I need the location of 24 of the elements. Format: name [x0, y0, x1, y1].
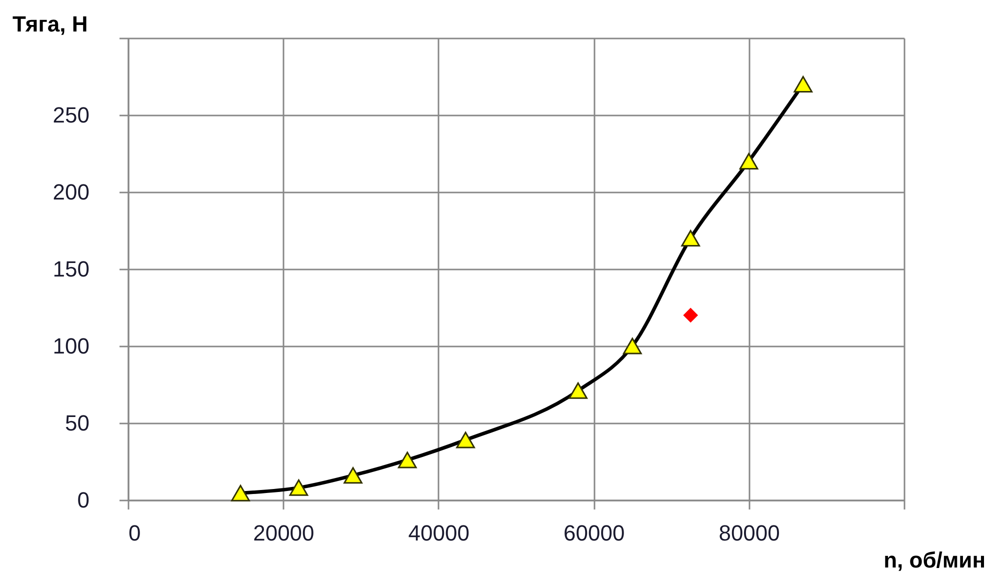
x-tick-label: 0 [128, 520, 141, 546]
x-axis-title: n, об/мин [884, 548, 986, 572]
point [681, 230, 700, 246]
point [683, 308, 698, 323]
y-tick-label: 50 [65, 410, 90, 436]
y-tick-label: 0 [77, 488, 90, 512]
point [231, 484, 250, 502]
point [622, 338, 642, 354]
y-tick-label: 100 [52, 334, 90, 358]
point [398, 452, 417, 468]
point [739, 152, 758, 170]
x-tick-label: 20000 [253, 520, 314, 546]
point [344, 467, 362, 484]
point [456, 432, 475, 448]
x-tick-label: 80000 [718, 520, 780, 546]
y-tick-label: 150 [52, 256, 90, 282]
x-tick-label: 60000 [564, 520, 625, 546]
point [289, 479, 308, 496]
y-axis-title: Тяга, Н [12, 12, 88, 36]
y-tick-label: 250 [52, 102, 90, 128]
y-tick-label: 200 [52, 180, 90, 204]
point [568, 382, 588, 399]
point [794, 76, 813, 92]
x-tick-label: 40000 [408, 520, 470, 546]
